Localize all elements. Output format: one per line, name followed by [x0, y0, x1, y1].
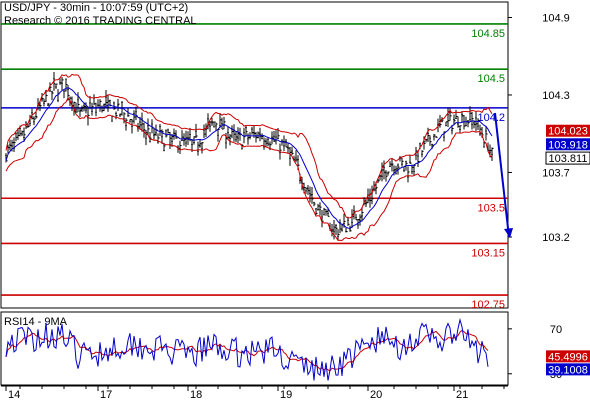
level-label: 104.5 [477, 73, 505, 85]
rsi-value-tag [546, 350, 590, 363]
rsi-value-tag [546, 363, 590, 376]
rsi-pane-frame [0, 311, 509, 386]
bollinger-lower [5, 96, 493, 242]
level-label: 103.5 [477, 202, 505, 214]
y-tick-label: 103.2 [542, 232, 570, 244]
chart-subtitle: Research © 2016 TRADING CENTRAL [4, 15, 197, 27]
level-label: 103.15 [471, 247, 505, 259]
x-tick-label: 20 [370, 389, 382, 400]
level-label: 104.85 [471, 28, 505, 40]
rsi-y-tick-label: 70 [550, 324, 562, 336]
forecast-arrow-head [504, 227, 513, 238]
price-tag [546, 124, 590, 137]
rsi-value-tag-label: 39.1008 [548, 364, 588, 376]
moving-average [5, 87, 493, 229]
x-tick-label: 14 [8, 389, 20, 400]
y-tick-label: 103.7 [542, 167, 570, 179]
price-tag-label: 103.811 [549, 153, 588, 165]
rsi-value-tag-label: 45.4996 [548, 351, 588, 363]
rsi-line [5, 317, 489, 381]
x-tick-label: 21 [456, 389, 468, 400]
price-tag-label: 104.023 [548, 126, 588, 138]
x-tick-label: 19 [280, 389, 292, 400]
rsi-label: RSI14 - 9MA [4, 316, 68, 328]
level-label: 104.2 [477, 112, 505, 124]
price-tag-label: 103.918 [548, 139, 588, 151]
y-tick-label: 104.9 [542, 12, 570, 24]
y-tick-label: 104.3 [542, 90, 570, 102]
level-label: 102.75 [471, 299, 505, 311]
x-tick-label: 17 [100, 389, 112, 400]
x-tick-label: 18 [190, 389, 202, 400]
price-tag [545, 151, 590, 165]
chart-title: USD/JPY - 30min - 10:07:59 (UTC+2) [4, 2, 189, 14]
forecast-arrow-shaft [494, 112, 510, 238]
price-pane-frame [0, 1, 509, 309]
price-tag [546, 138, 590, 151]
bollinger-upper [5, 73, 493, 219]
